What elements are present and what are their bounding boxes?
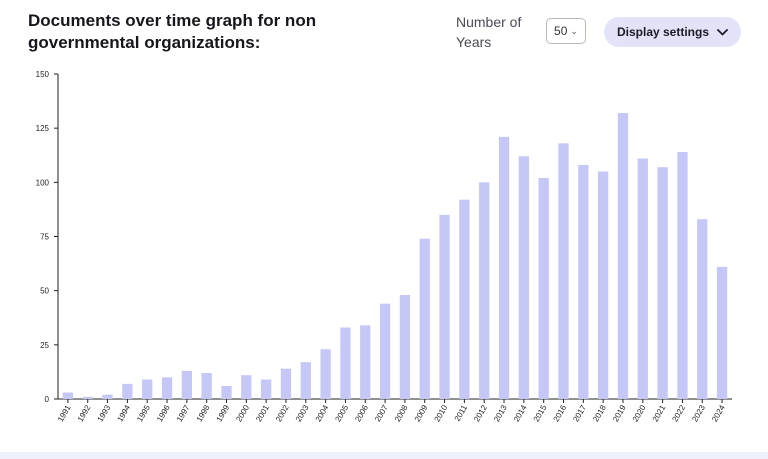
x-tick-label: 2018: [591, 403, 608, 423]
bar: [161, 377, 173, 399]
bar: [280, 368, 292, 399]
bar: [597, 171, 609, 399]
bar: [62, 392, 74, 399]
x-tick-label: 2000: [234, 403, 251, 423]
bar: [419, 238, 430, 399]
y-tick-label: 75: [40, 233, 49, 242]
x-tick-label: 2003: [294, 403, 311, 423]
bar: [221, 386, 232, 399]
bar: [479, 182, 490, 399]
bottom-divider: [0, 452, 768, 459]
x-tick-label: 1993: [96, 403, 113, 423]
chevron-down-icon: ⌄: [570, 25, 578, 36]
x-tick-label: 2023: [690, 403, 707, 423]
x-tick-label: 2020: [631, 403, 648, 423]
years-label: Number of Years: [456, 14, 522, 50]
x-tick-label: 2015: [532, 403, 549, 423]
x-tick-label: 1997: [175, 403, 192, 423]
x-tick-label: 2022: [670, 403, 687, 423]
bar: [260, 379, 272, 399]
x-tick-label: 1994: [115, 403, 132, 423]
x-tick-label: 2012: [472, 403, 489, 423]
x-tick-label: 1999: [215, 403, 232, 423]
x-tick-label: 2013: [492, 403, 509, 423]
x-tick-label: 2010: [433, 403, 450, 423]
x-tick-label: 2002: [274, 403, 291, 423]
x-tick-label: 2006: [353, 403, 370, 423]
y-tick-label: 25: [40, 341, 49, 350]
x-tick-label: 1991: [56, 403, 73, 423]
bar: [102, 394, 113, 399]
bar: [439, 214, 450, 399]
bar: [320, 349, 331, 399]
bar: [518, 156, 530, 399]
y-tick-label: 100: [36, 178, 50, 187]
y-tick-label: 0: [45, 395, 50, 404]
bar: [716, 266, 728, 399]
x-tick-label: 2005: [333, 403, 350, 423]
x-tick-label: 2024: [710, 403, 727, 423]
display-settings-button[interactable]: Display settings: [604, 17, 741, 47]
bar: [360, 325, 371, 399]
y-tick-label: 50: [40, 287, 49, 296]
bar: [82, 396, 93, 399]
display-settings-label: Display settings: [616, 25, 710, 39]
y-tick-label: 125: [36, 124, 50, 133]
bar: [379, 303, 391, 399]
x-tick-label: 2009: [413, 403, 430, 423]
chevron-down-icon: [717, 28, 728, 36]
x-tick-label: 2021: [651, 403, 668, 423]
x-tick-label: 1998: [195, 403, 212, 423]
x-tick-label: 2014: [512, 403, 529, 423]
bar: [578, 165, 589, 399]
years-select[interactable]: 50 ⌄: [546, 18, 586, 44]
x-tick-label: 1992: [76, 403, 93, 423]
bar: [459, 199, 470, 399]
x-tick-label: 2008: [393, 403, 410, 423]
bar: [558, 143, 569, 399]
bar: [657, 167, 668, 399]
bar: [637, 158, 648, 399]
years-select-value: 50: [554, 24, 568, 38]
x-tick-label: 2019: [611, 403, 628, 423]
bar-chart: 0 25 50 75 100 125 150 1991 1992 1993 1994 1995 1996…: [36, 70, 732, 423]
x-tick-label: 1996: [155, 403, 172, 423]
x-tick-label: 1995: [135, 403, 152, 423]
bar: [677, 152, 688, 399]
bar: [122, 383, 133, 399]
bar: [697, 219, 708, 399]
bar: [201, 373, 212, 399]
x-tick-label: 2016: [552, 403, 569, 423]
x-tick-label: 2007: [373, 403, 390, 423]
bar: [181, 370, 193, 399]
bar: [617, 113, 629, 399]
x-tick-label: 2001: [254, 403, 271, 423]
bar: [142, 379, 153, 399]
x-tick-label: 2004: [314, 403, 331, 423]
page-title: Documents over time graph for non govern…: [28, 11, 317, 52]
x-tick-label: 2017: [571, 403, 588, 423]
y-tick-label: 150: [36, 70, 50, 79]
x-tick-label: 2011: [453, 403, 470, 423]
bar: [399, 295, 411, 399]
bar: [498, 136, 510, 399]
bar: [300, 362, 311, 399]
bar: [538, 178, 549, 399]
bar: [340, 327, 351, 399]
bar: [241, 375, 252, 399]
